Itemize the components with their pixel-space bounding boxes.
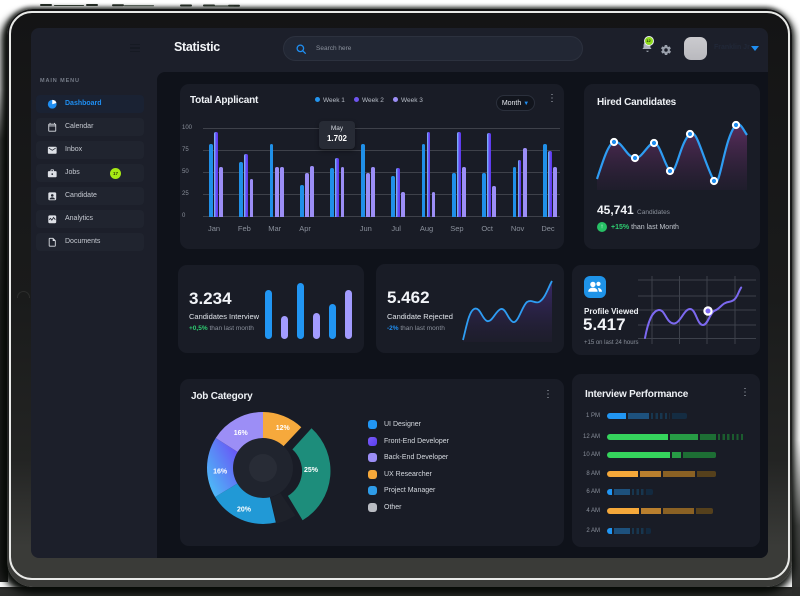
svg-text:16%: 16% <box>213 469 228 476</box>
svg-text:25%: 25% <box>304 467 319 474</box>
svg-text:12%: 12% <box>276 425 291 432</box>
svg-text:20%: 20% <box>237 506 252 513</box>
svg-text:16%: 16% <box>234 430 249 437</box>
